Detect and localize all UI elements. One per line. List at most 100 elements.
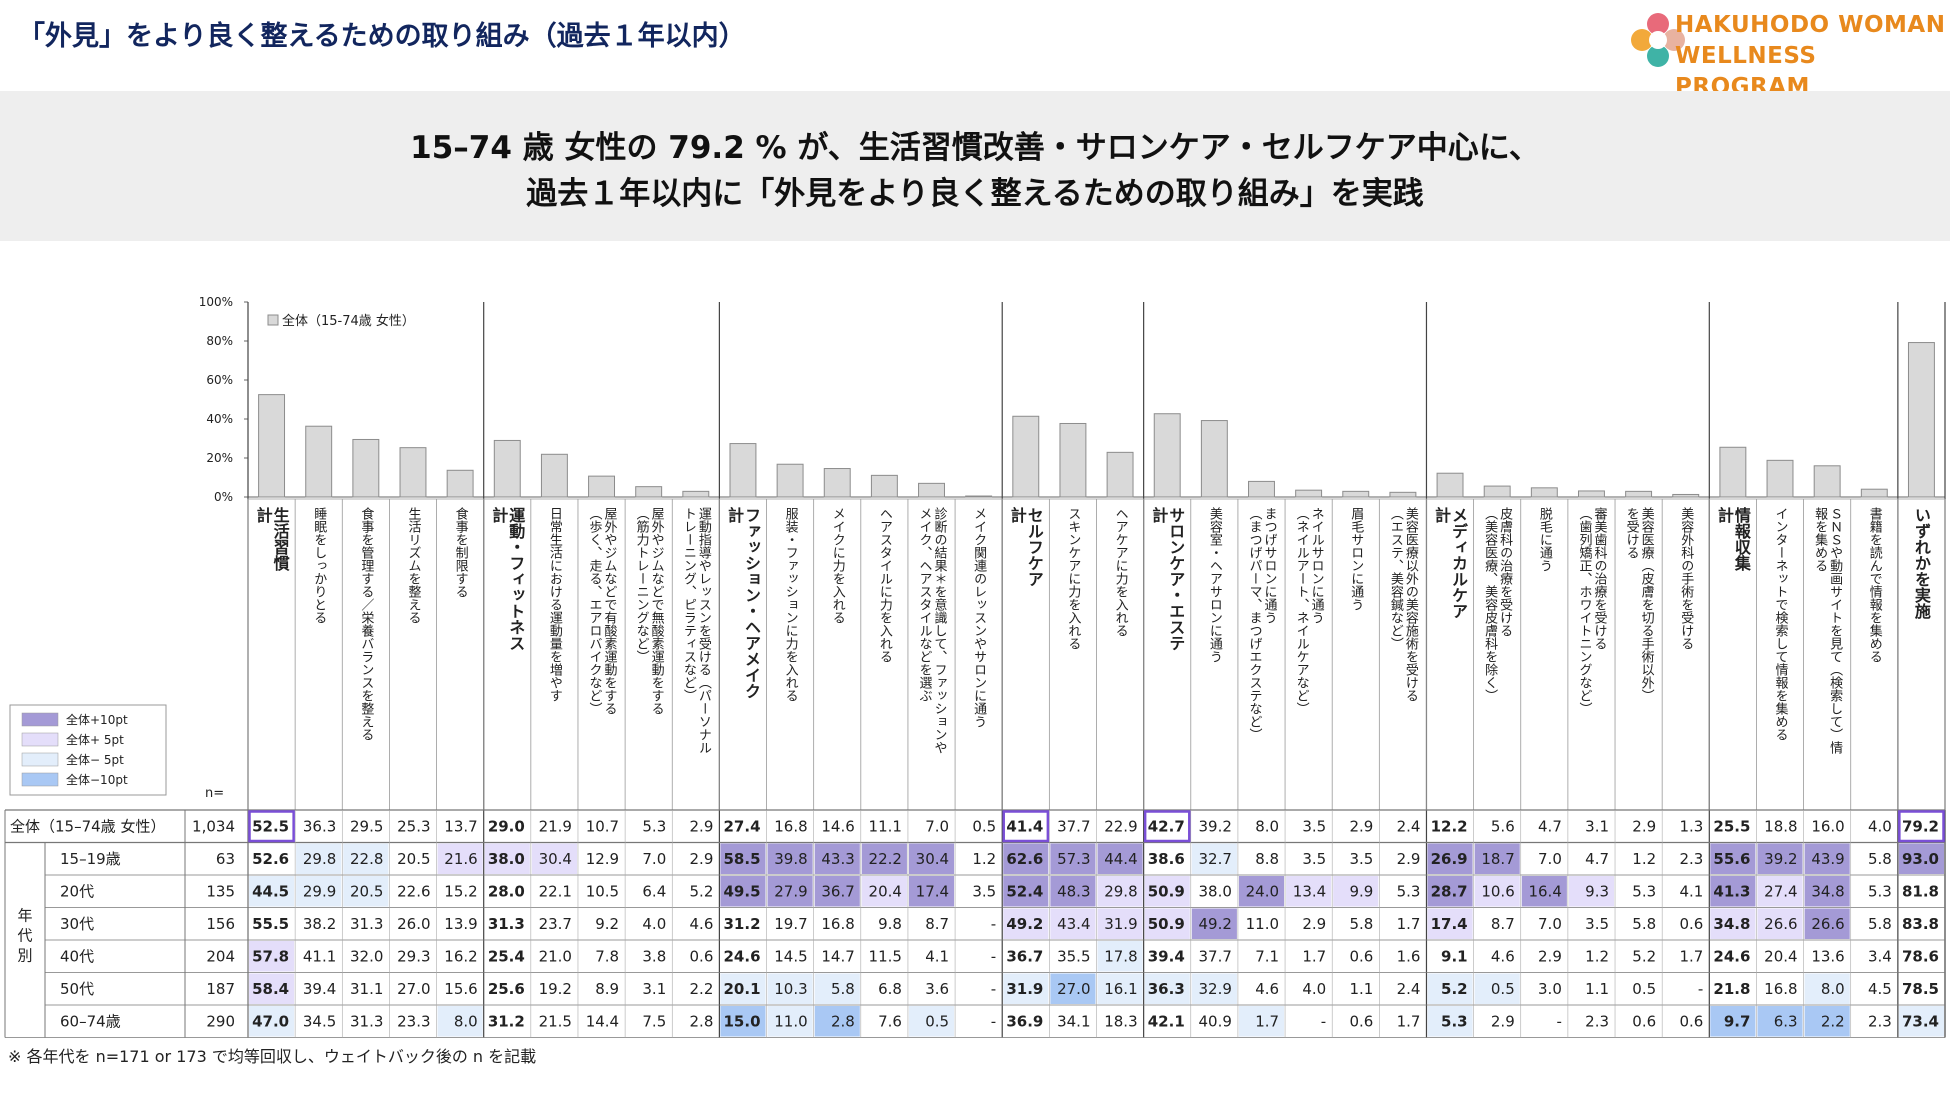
cell-value-total: 41.4 <box>1006 817 1043 835</box>
category-label: 屋外やジムなどで有酸素運動をする （歩く、走る、エアロバイクなど） <box>586 507 617 715</box>
highlight-cell <box>1757 876 1803 907</box>
cell-value: 2.9 <box>1491 1012 1515 1030</box>
cell-value: 2.9 <box>1302 915 1326 933</box>
category-label: ヘアスタイルに力を入れる <box>876 507 892 663</box>
cell-value: 13.4 <box>1293 882 1326 900</box>
cell-value: 1.3 <box>1679 817 1703 835</box>
category-label-total: 生活習慣 計 <box>253 507 290 571</box>
page-title: 「外見」をより良く整えるための取り組み（過去１年以内） <box>18 21 746 52</box>
highlight-cell <box>296 876 342 907</box>
total-box-highlight <box>1002 810 1050 843</box>
row-n: 135 <box>206 882 235 900</box>
cell-value: 29.8 <box>1104 882 1137 900</box>
cell-value: 18.8 <box>1764 817 1797 835</box>
cell-value: 29.3 <box>397 947 430 965</box>
cell-value: 4.6 <box>690 915 714 933</box>
bar <box>1719 446 1747 498</box>
color-legend-swatch <box>21 772 59 787</box>
color-legend-swatch <box>21 712 59 727</box>
cell-value: 5.8 <box>1868 850 1892 868</box>
highlight-cell <box>1097 908 1143 939</box>
cell-value: - <box>991 1012 996 1030</box>
highlight-cell <box>1144 876 1190 907</box>
cell-value: - <box>991 980 996 998</box>
category-label: スキンケアに力を入れる <box>1065 507 1081 650</box>
cell-value-total: 29.0 <box>488 817 525 835</box>
cell-value: 43.4 <box>1057 915 1090 933</box>
cell-value: 1.2 <box>1585 947 1609 965</box>
highlight-cell <box>1050 973 1096 1004</box>
cell-value: 7.0 <box>1538 850 1562 868</box>
cell-value: 8.0 <box>1821 980 1845 998</box>
highlight-cell <box>767 1006 813 1037</box>
cell-value: 3.4 <box>1868 947 1892 965</box>
highlight-cell <box>1804 1006 1850 1037</box>
cell-value: 7.6 <box>878 1012 902 1030</box>
cell-value: 14.6 <box>821 817 854 835</box>
highlight-cell <box>767 876 813 907</box>
category-label: ＳＮＳや動画サイトを見て（検索して）情 報を集める <box>1812 507 1843 754</box>
cell-value-total: 28.7 <box>1431 882 1468 900</box>
category-label: 皮膚科の治療を受ける （美容医療、美容皮膚科を除く） <box>1482 507 1513 702</box>
highlight-cell <box>343 843 389 874</box>
cell-value-total: 81.8 <box>1902 882 1939 900</box>
cell-value: 19.7 <box>774 915 807 933</box>
cell-value-total: 17.4 <box>1431 915 1468 933</box>
cell-value: 0.6 <box>1679 1012 1703 1030</box>
bar-legend-label: 全体（15-74歳 女性） <box>282 313 415 329</box>
cell-value: 1.1 <box>1585 980 1609 998</box>
cell-value-total: 5.2 <box>1441 980 1468 998</box>
bar <box>399 447 427 498</box>
cell-value: 34.8 <box>1811 882 1844 900</box>
highlight-cell <box>814 843 860 874</box>
cell-value: 16.2 <box>444 947 477 965</box>
highlight-cell <box>1097 876 1143 907</box>
cell-value: 7.5 <box>642 1012 666 1030</box>
bar <box>870 474 898 498</box>
cell-value: 32.7 <box>1199 850 1232 868</box>
cell-value: 1.1 <box>1349 980 1373 998</box>
cell-value: 31.3 <box>350 1012 383 1030</box>
bar <box>1389 491 1417 498</box>
cell-value: 5.2 <box>1632 947 1656 965</box>
n-header: n= <box>205 786 224 801</box>
cell-value: 1.2 <box>1632 850 1656 868</box>
cell-value: 12.9 <box>586 850 619 868</box>
cell-value-total: 58.4 <box>252 980 289 998</box>
row-label: 40代 <box>60 947 94 965</box>
cell-value: 39.4 <box>303 980 336 998</box>
cell-value: 38.0 <box>1199 882 1232 900</box>
bar <box>1342 490 1370 498</box>
headline-line-1: 15–74 歳 女性の 79.2 % が、生活習慣改善・サロンケア・セルフケア中… <box>410 130 1540 166</box>
category-label-total: サロンケア・エステ 計 <box>1149 507 1186 651</box>
cell-value-total: 9.7 <box>1724 1012 1751 1030</box>
row-n: 156 <box>206 915 235 933</box>
cell-value-total: 25.6 <box>488 980 525 998</box>
cell-value: 5.3 <box>1632 882 1656 900</box>
color-legend-label: 全体+ 5pt <box>66 732 124 747</box>
cell-value: 8.8 <box>1255 850 1279 868</box>
cell-value: 21.0 <box>539 947 572 965</box>
highlight-cell <box>1097 843 1143 874</box>
cell-value: 29.9 <box>303 882 336 900</box>
cell-value: 2.2 <box>1821 1012 1845 1030</box>
cell-value-total: 49.5 <box>724 882 761 900</box>
cell-value: 17.4 <box>916 882 949 900</box>
cell-value: 5.8 <box>1632 915 1656 933</box>
cell-value: 4.0 <box>1868 817 1892 835</box>
color-legend-label: 全体−10pt <box>66 772 128 787</box>
cell-value: 8.7 <box>925 915 949 933</box>
cell-value: 2.8 <box>831 1012 855 1030</box>
category-label: 食事を管理する／栄養バランスを整える <box>358 507 374 741</box>
cell-value: 34.5 <box>303 1012 336 1030</box>
cell-value-total: 36.3 <box>1148 980 1185 998</box>
highlight-cell <box>1757 843 1803 874</box>
cell-value-total: 9.1 <box>1441 947 1468 965</box>
cell-value: 3.5 <box>972 882 996 900</box>
cell-value: 1.7 <box>1255 1012 1279 1030</box>
logo-petal-right <box>1663 29 1685 51</box>
highlight-cell <box>1804 908 1850 939</box>
cell-value: 30.4 <box>539 850 572 868</box>
highlight-cell <box>720 973 766 1004</box>
cell-value: 1.7 <box>1679 947 1703 965</box>
